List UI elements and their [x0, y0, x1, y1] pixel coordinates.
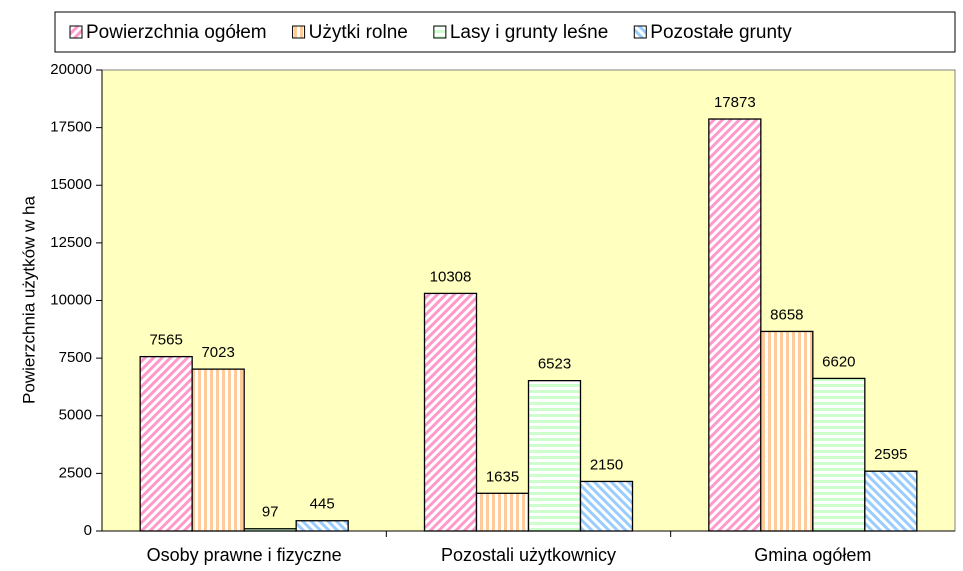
y-tick-label: 10000 — [50, 291, 92, 308]
data-label: 7023 — [201, 344, 234, 361]
bar — [475, 492, 530, 532]
data-label: 445 — [310, 496, 335, 513]
bar — [139, 355, 193, 532]
data-label: 10308 — [430, 268, 472, 285]
bar — [527, 379, 582, 532]
legend-swatch — [292, 25, 306, 39]
y-tick-label: 17500 — [50, 119, 92, 136]
legend-label: Użytki rolne — [309, 22, 408, 43]
legend-swatch — [69, 25, 83, 39]
data-label: 97 — [262, 504, 279, 521]
bar — [423, 292, 478, 532]
x-tick-label: Pozostali użytkownicy — [441, 545, 616, 565]
bar — [864, 470, 918, 532]
bar — [708, 118, 762, 532]
data-label: 6620 — [822, 353, 855, 370]
legend-swatch — [633, 25, 647, 39]
legend-swatch — [433, 25, 447, 39]
data-label: 2150 — [590, 456, 623, 473]
bar — [579, 480, 634, 532]
legend-label: Pozostałe grunty — [650, 22, 792, 43]
legend-label: Lasy i grunty leśne — [450, 22, 608, 43]
x-tick-label: Osoby prawne i fizyczne — [147, 545, 342, 565]
data-label: 8658 — [770, 306, 803, 323]
y-axis-label: Powierzchnia użytków w ha — [19, 196, 38, 404]
data-label: 1635 — [486, 468, 519, 485]
bar — [295, 520, 349, 532]
x-tick-label: Gmina ogółem — [754, 545, 871, 565]
bar — [812, 377, 866, 532]
y-tick-label: 0 — [84, 522, 92, 539]
y-tick-label: 15000 — [50, 176, 92, 193]
legend-box — [54, 11, 956, 53]
bar — [243, 528, 297, 532]
y-tick-label: 20000 — [50, 61, 92, 78]
y-tick-label: 7500 — [59, 349, 92, 366]
data-label: 17873 — [714, 94, 756, 111]
y-tick-label: 2500 — [59, 464, 92, 481]
data-label: 7565 — [149, 332, 182, 349]
y-tick-label: 12500 — [50, 234, 92, 251]
legend-label: Powierzchnia ogółem — [86, 22, 267, 43]
bar — [191, 368, 245, 532]
bar — [760, 330, 814, 532]
data-label: 6523 — [538, 356, 571, 373]
data-label: 2595 — [874, 446, 907, 463]
y-tick-label: 5000 — [59, 407, 92, 424]
